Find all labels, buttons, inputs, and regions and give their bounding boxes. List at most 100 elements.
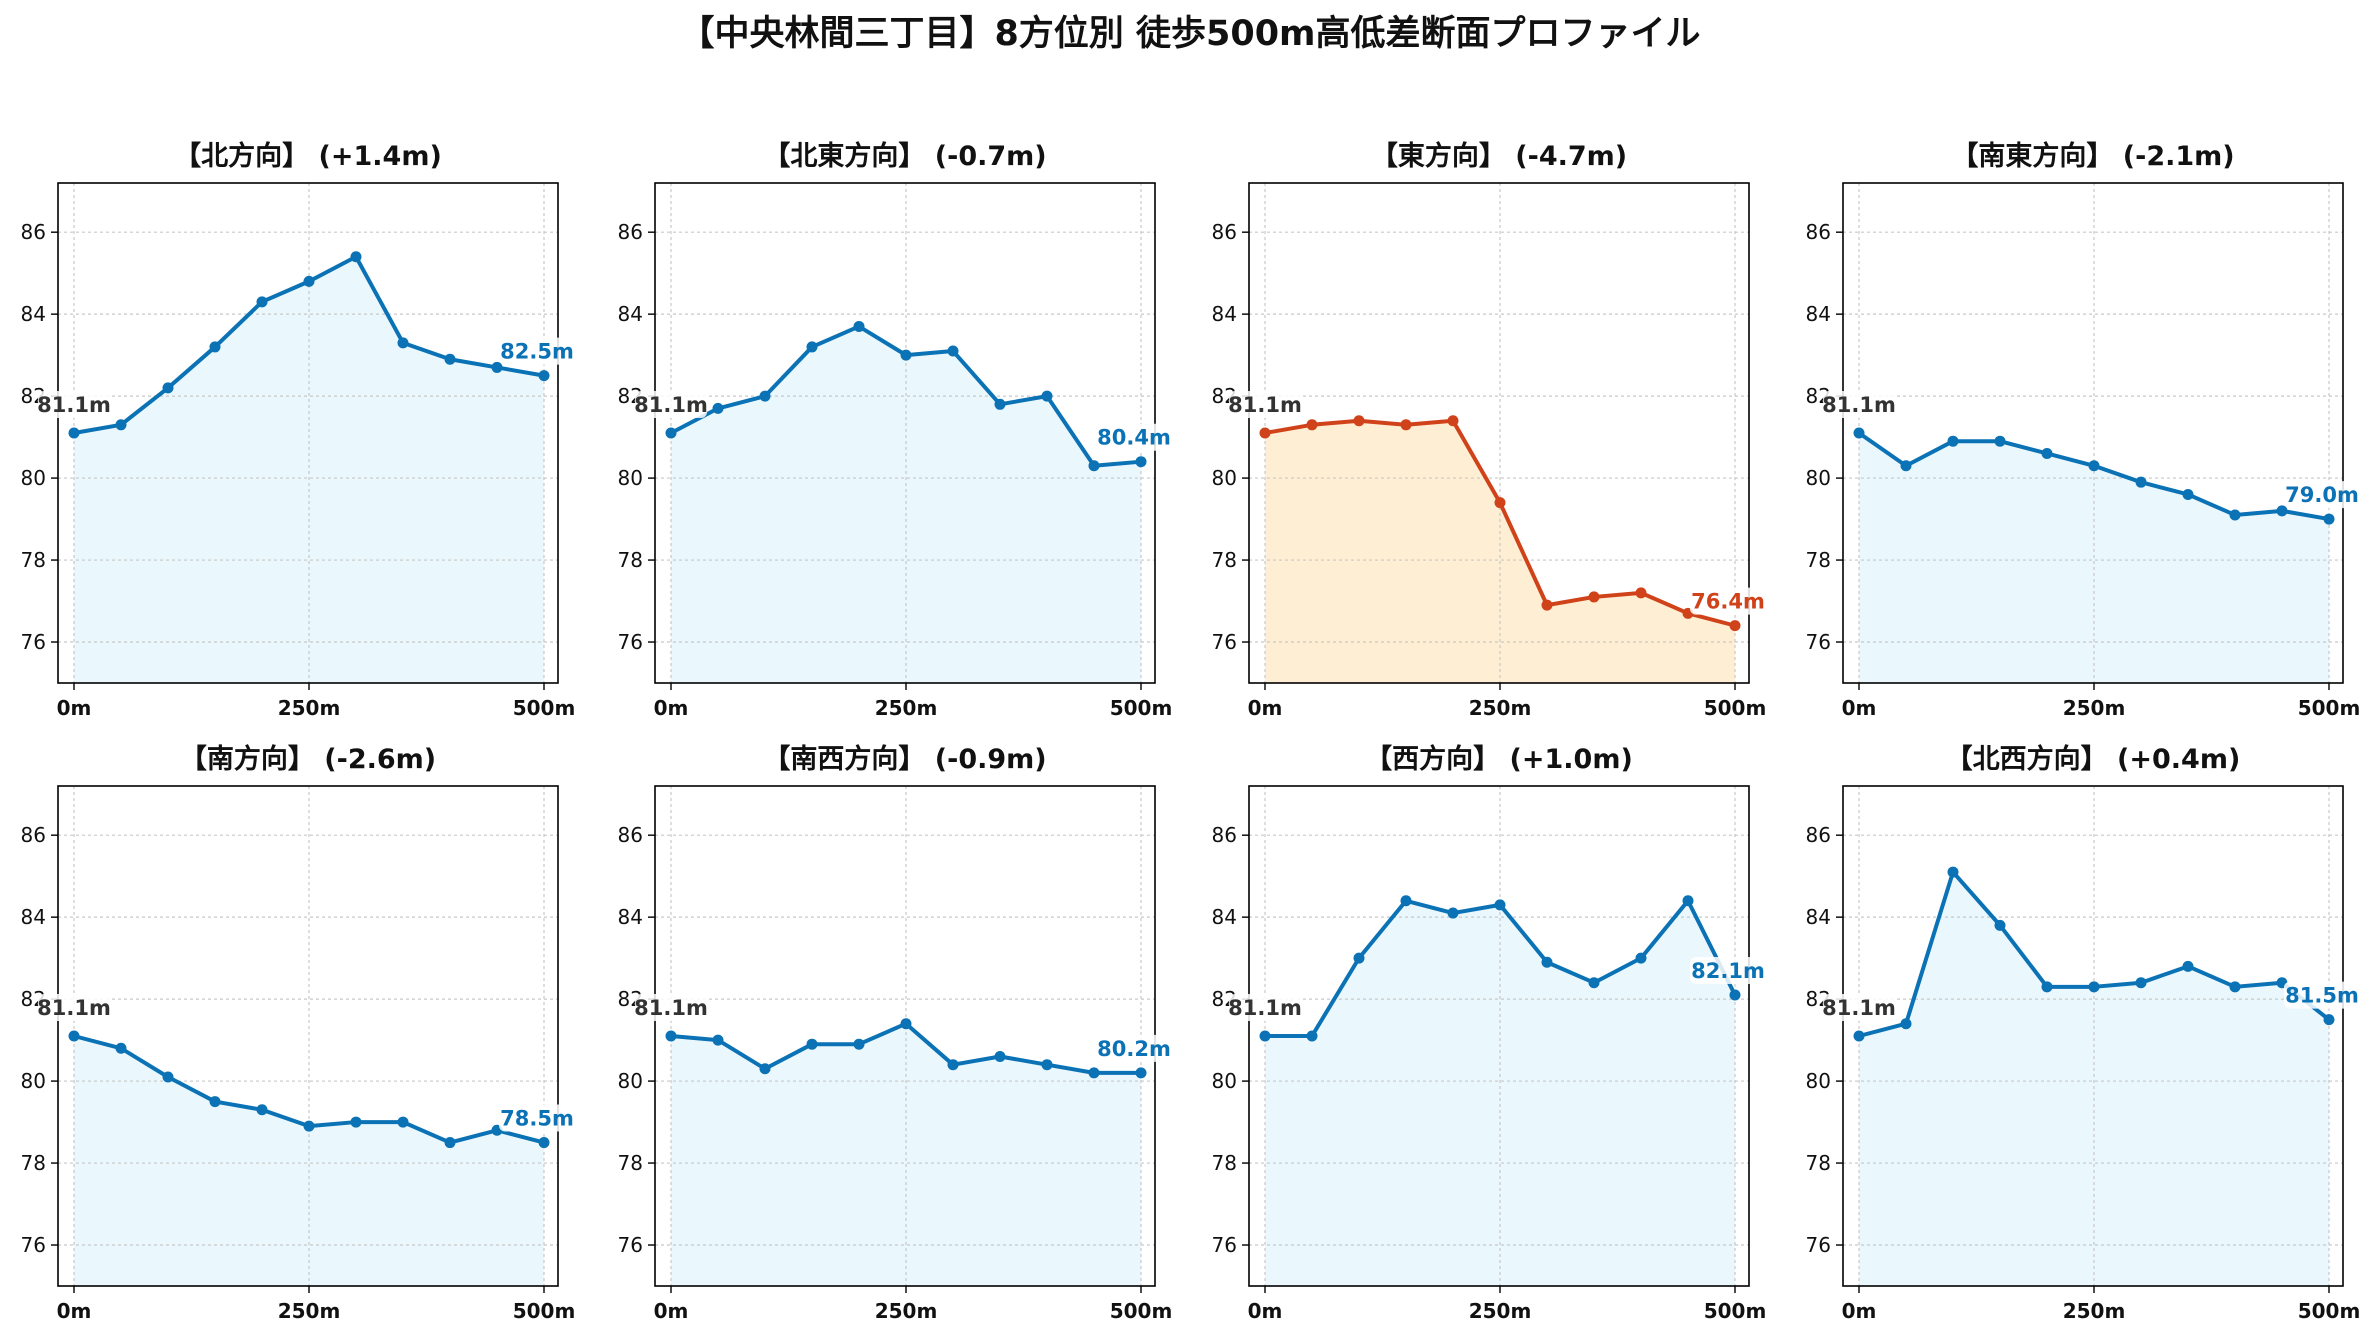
- start-label-box: [635, 994, 707, 1021]
- data-point: [1259, 1030, 1271, 1042]
- x-tick-label: 0m: [57, 1299, 92, 1323]
- y-tick-label: 78: [618, 1151, 643, 1175]
- chart-title: 【北東方向】 (-0.7m): [763, 140, 1046, 172]
- data-point: [853, 1038, 865, 1050]
- x-tick-label: 500m: [1110, 696, 1173, 720]
- data-point: [115, 419, 127, 431]
- y-tick-label: 86: [1806, 220, 1831, 244]
- start-elevation-label: 81.1m: [37, 996, 111, 1020]
- data-point: [1729, 989, 1741, 1001]
- data-point: [1588, 977, 1600, 989]
- data-point: [1353, 415, 1365, 427]
- data-point: [538, 370, 550, 382]
- chart-title: 【西方向】 (+1.0m): [1365, 743, 1633, 775]
- end-elevation-label: 76.4m: [1691, 590, 1765, 614]
- end-label-box: [2284, 981, 2360, 1009]
- end-elevation-label: 78.5m: [500, 1107, 574, 1131]
- data-point: [350, 1116, 362, 1128]
- y-tick-label: 78: [21, 548, 46, 572]
- plot-frame: [57, 182, 559, 684]
- data-point: [1947, 866, 1959, 878]
- data-point: [2323, 1014, 2335, 1026]
- x-tick-label: 0m: [1842, 1299, 1877, 1323]
- y-tick-label: 80: [1212, 466, 1237, 490]
- y-tick-label: 80: [1806, 1069, 1831, 1093]
- x-tick-label: 250m: [875, 1299, 938, 1323]
- data-point: [1635, 587, 1647, 599]
- data-point: [1682, 895, 1694, 907]
- data-point: [303, 275, 315, 287]
- data-point: [1447, 415, 1459, 427]
- y-tick-label: 86: [1212, 220, 1237, 244]
- data-point: [162, 382, 174, 394]
- data-point: [1400, 419, 1412, 431]
- start-elevation-label: 81.1m: [1822, 996, 1896, 1020]
- x-tick-label: 500m: [1704, 1299, 1767, 1323]
- data-point: [1088, 460, 1100, 472]
- x-tick-label: 0m: [57, 696, 92, 720]
- data-point: [1853, 1030, 1865, 1042]
- y-tick-label: 76: [21, 630, 46, 654]
- start-label-box: [635, 391, 707, 418]
- data-point: [900, 349, 912, 361]
- start-label-box: [1229, 391, 1301, 418]
- data-point: [1041, 390, 1053, 402]
- end-elevation-label: 80.4m: [1097, 426, 1171, 450]
- data-point: [947, 1059, 959, 1071]
- chart-title: 【南方向】 (-2.6m): [180, 743, 436, 775]
- data-point: [1259, 427, 1271, 439]
- data-point: [209, 1096, 221, 1108]
- data-point: [397, 1116, 409, 1128]
- chart-title: 【北西方向】 (+0.4m): [1946, 743, 2241, 775]
- data-point: [806, 1038, 818, 1050]
- y-tick-label: 78: [1806, 548, 1831, 572]
- y-tick-label: 86: [21, 220, 46, 244]
- x-tick-label: 250m: [875, 696, 938, 720]
- data-point: [1994, 919, 2006, 931]
- data-point: [2182, 960, 2194, 972]
- data-point: [900, 1018, 912, 1030]
- y-tick-label: 76: [1212, 630, 1237, 654]
- x-tick-label: 250m: [1469, 1299, 1532, 1323]
- y-tick-label: 76: [1806, 1233, 1831, 1257]
- x-tick-label: 0m: [1248, 696, 1283, 720]
- end-label-box: [499, 1104, 575, 1132]
- end-label-box: [1690, 957, 1766, 985]
- x-tick-label: 0m: [654, 1299, 689, 1323]
- y-tick-label: 76: [1806, 630, 1831, 654]
- start-label-box: [1823, 391, 1895, 418]
- plot-frame: [1842, 182, 2344, 684]
- x-tick-label: 500m: [2298, 1299, 2361, 1323]
- chart-title: 【北方向】 (+1.4m): [174, 140, 442, 172]
- start-elevation-label: 81.1m: [37, 393, 111, 417]
- x-tick-label: 500m: [513, 696, 576, 720]
- start-elevation-label: 81.1m: [1228, 996, 1302, 1020]
- data-point: [444, 353, 456, 365]
- data-point: [2135, 977, 2147, 989]
- data-point: [2041, 447, 2053, 459]
- data-point: [2088, 460, 2100, 472]
- y-tick-label: 80: [1806, 466, 1831, 490]
- data-point: [1635, 952, 1647, 964]
- data-point: [538, 1137, 550, 1149]
- data-point: [1729, 620, 1741, 632]
- chart-title: 【東方向】 (-4.7m): [1371, 140, 1627, 172]
- data-point: [303, 1120, 315, 1132]
- y-tick-label: 80: [21, 1069, 46, 1093]
- data-point: [68, 1030, 80, 1042]
- data-point: [1494, 497, 1506, 509]
- data-point: [1041, 1059, 1053, 1071]
- end-label-box: [1096, 423, 1172, 451]
- data-point: [665, 427, 677, 439]
- end-elevation-label: 81.5m: [2285, 984, 2359, 1008]
- end-elevation-label: 82.1m: [1691, 959, 1765, 983]
- data-point: [350, 251, 362, 263]
- data-point: [2088, 981, 2100, 993]
- x-tick-label: 500m: [513, 1299, 576, 1323]
- y-tick-label: 80: [618, 466, 643, 490]
- y-tick-label: 78: [1806, 1151, 1831, 1175]
- x-tick-label: 0m: [654, 696, 689, 720]
- plot-frame: [1248, 182, 1750, 684]
